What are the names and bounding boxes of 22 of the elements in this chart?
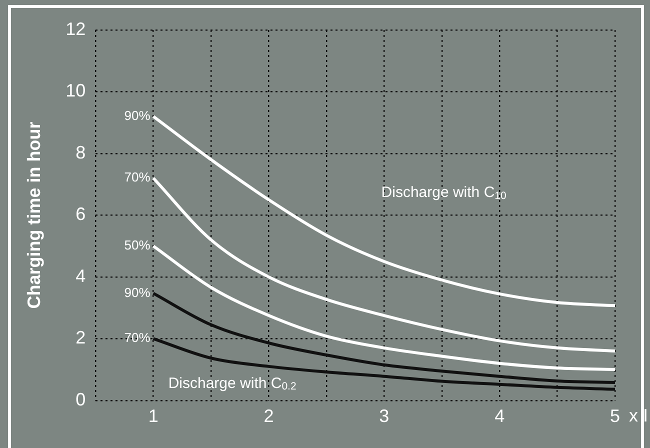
series-label: 70% [124,170,151,185]
series-label: 50% [124,238,151,253]
x-tick-label: 5 [610,406,620,426]
x-axis-title: x I [629,405,648,426]
series-label: 90% [124,284,151,300]
y-tick-label: 10 [66,80,86,101]
y-axis-title: Charging time in hour [24,122,44,309]
x-tick-label: 2 [264,406,274,426]
series-label: 90% [124,108,151,124]
x-tick-label: 3 [379,406,390,426]
y-tick-label: 6 [76,204,86,224]
x-tick-label: 4 [494,406,505,426]
y-tick-label: 0 [76,389,86,410]
x-tick-label: 1 [148,406,158,426]
y-tick-label: 2 [76,328,86,348]
y-tick-label: 12 [66,18,86,39]
line-series [152,114,615,308]
y-tick-label: 4 [76,266,86,286]
y-tick-label: 8 [76,142,86,162]
line-series [152,244,615,372]
line-series [152,176,615,353]
series-label: 70% [124,330,151,346]
